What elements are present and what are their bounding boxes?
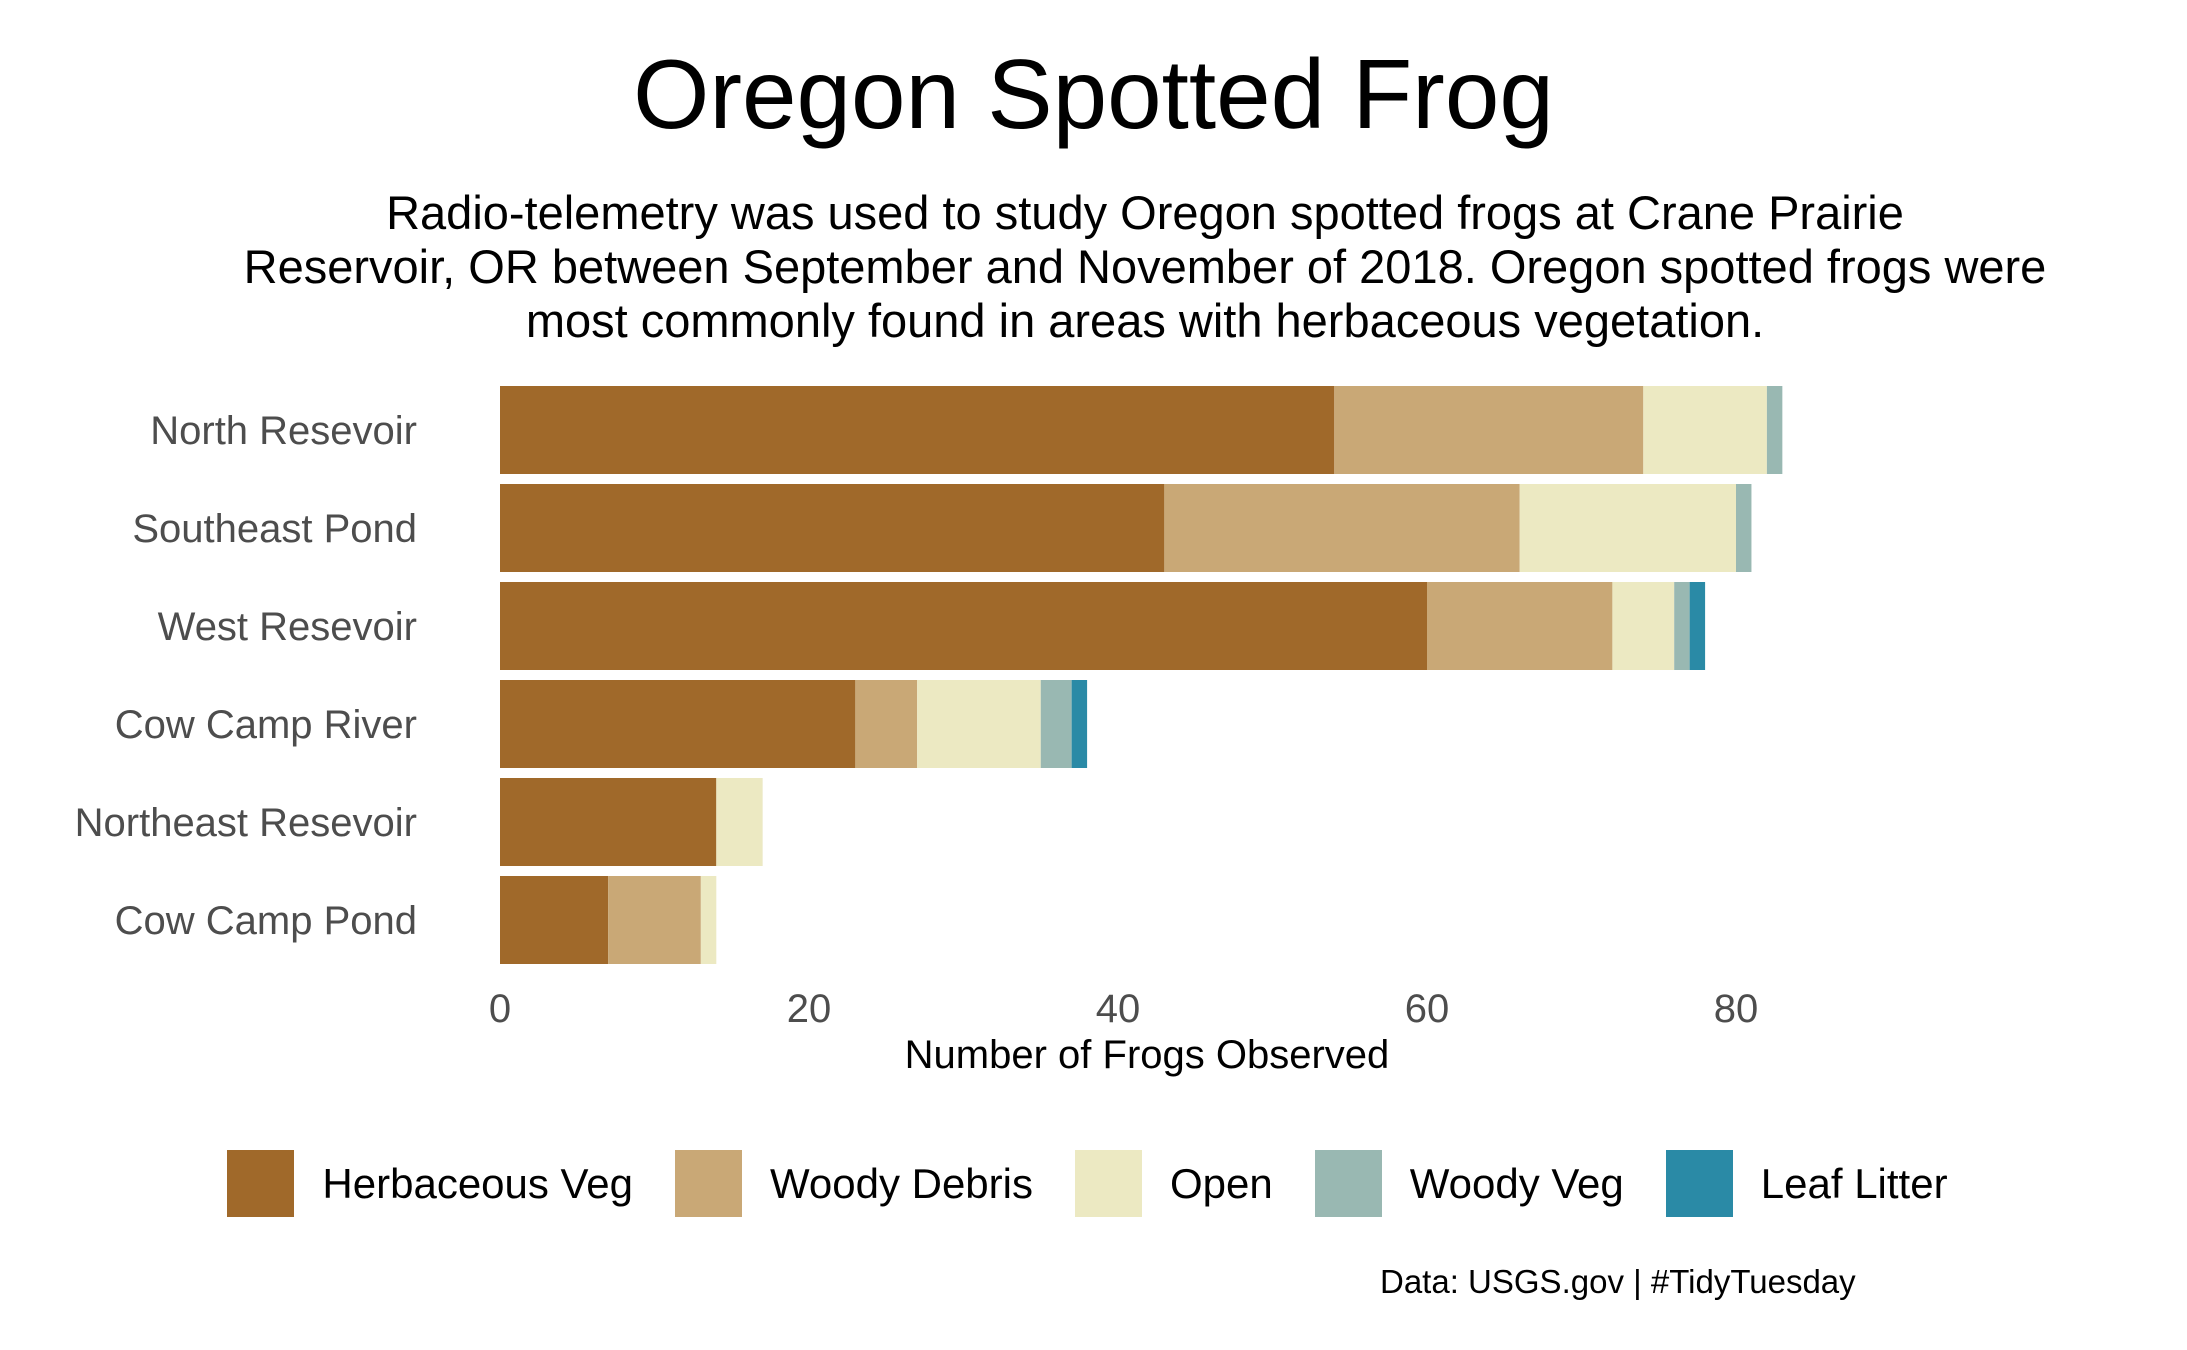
y-tick-label: Northeast Resevoir <box>75 801 417 845</box>
bar-west-resevoir-woody-veg <box>1674 582 1690 670</box>
bar-cow-camp-river-herbaceous-veg <box>500 680 856 768</box>
bar-cow-camp-pond-herbaceous-veg <box>500 876 609 964</box>
bar-west-resevoir-open <box>1612 582 1675 670</box>
y-tick-label: Cow Camp River <box>115 703 417 747</box>
chart-title: Oregon Spotted Frog <box>633 39 1554 149</box>
bar-west-resevoir-woody-debris <box>1427 582 1613 670</box>
bar-northeast-resevoir-open <box>716 778 763 866</box>
chart-subtitle: Radio-telemetry was used to study Oregon… <box>243 186 2047 347</box>
x-tick-label: 40 <box>1096 987 1141 1031</box>
legend-item-woody-debris: Woody Debris <box>674 1150 1045 1217</box>
x-axis-ticks: 0 20 40 60 80 <box>489 987 1758 1031</box>
bar-cow-camp-pond-open <box>700 876 717 964</box>
bar-west-resevoir-herbaceous-veg <box>500 582 1427 670</box>
bar-southeast-pond-woody-debris <box>1164 484 1520 572</box>
legend-label: Leaf Litter <box>1760 1159 1948 1207</box>
x-tick-label: 20 <box>787 987 832 1031</box>
bar-southeast-pond-herbaceous-veg <box>500 484 1165 572</box>
legend-swatch <box>1665 1150 1733 1217</box>
bar-cow-camp-river-woody-veg <box>1040 680 1072 768</box>
legend: Herbaceous Veg Woody Debris Open Woody Veg L… <box>0 1150 2187 1217</box>
bar-north-resevoir-woody-veg <box>1766 386 1783 474</box>
legend-swatch <box>1074 1150 1142 1217</box>
bar-cow-camp-river-woody-debris <box>855 680 918 768</box>
chart-caption: Data: USGS.gov | #TidyTuesday <box>1380 1263 1856 1300</box>
bar-west-resevoir-leaf-litter <box>1689 582 1706 670</box>
y-tick-label: Cow Camp Pond <box>115 899 417 943</box>
x-tick-label: 60 <box>1405 987 1450 1031</box>
legend-swatch <box>1314 1150 1382 1217</box>
legend-item-herbaceous-veg: Herbaceous Veg <box>227 1150 645 1217</box>
x-axis-label: Number of Frogs Observed <box>905 1033 1390 1077</box>
bars-group <box>500 386 1783 964</box>
x-tick-label: 0 <box>489 987 511 1031</box>
bar-cow-camp-river-open <box>917 680 1041 768</box>
bar-north-resevoir-herbaceous-veg <box>500 386 1335 474</box>
y-tick-label: North Resevoir <box>150 409 417 453</box>
bar-southeast-pond-open <box>1519 484 1736 572</box>
y-tick-label: West Resevoir <box>158 605 417 649</box>
bar-southeast-pond-woody-veg <box>1736 484 1752 572</box>
bar-north-resevoir-woody-debris <box>1334 386 1644 474</box>
x-tick-label: 80 <box>1714 987 1759 1031</box>
y-tick-label: Southeast Pond <box>132 507 417 551</box>
bar-north-resevoir-open <box>1643 386 1767 474</box>
y-axis-labels: North Resevoir Southeast Pond West Resevoi… <box>75 409 417 943</box>
bar-cow-camp-river-leaf-litter <box>1071 680 1088 768</box>
legend-item-open: Open <box>1074 1150 1285 1217</box>
legend-item-woody-veg: Woody Veg <box>1314 1150 1636 1217</box>
legend-item-leaf-litter: Leaf Litter <box>1665 1150 1960 1217</box>
legend-label: Open <box>1169 1159 1273 1207</box>
legend-label: Woody Veg <box>1409 1159 1624 1207</box>
legend-swatch <box>227 1150 295 1217</box>
legend-swatch <box>674 1150 742 1217</box>
legend-label: Herbaceous Veg <box>322 1159 633 1207</box>
bar-northeast-resevoir-herbaceous-veg <box>500 778 717 866</box>
bar-cow-camp-pond-woody-debris <box>608 876 701 964</box>
legend-label: Woody Debris <box>769 1159 1033 1207</box>
